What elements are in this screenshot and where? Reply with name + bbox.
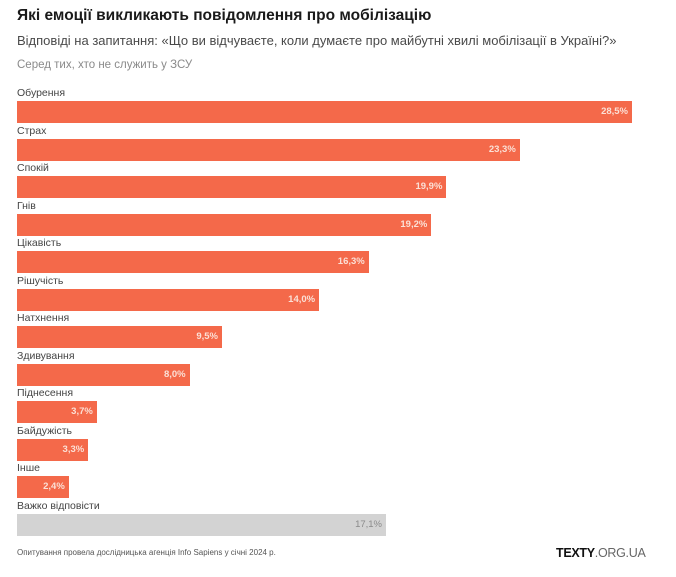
value-label: 17,1% bbox=[355, 518, 382, 530]
bar bbox=[17, 176, 447, 198]
texty-logo[interactable]: TEXTY.ORG.UA bbox=[556, 546, 646, 560]
logo-light-text: .ORG.UA bbox=[594, 546, 646, 560]
logo-bold-text: TEXTY bbox=[556, 546, 595, 560]
bar bbox=[17, 213, 432, 236]
category-label: Спокій bbox=[17, 162, 49, 174]
category-label: Здивування bbox=[17, 349, 75, 362]
value-label: 19,2% bbox=[400, 218, 428, 230]
chart-note: Серед тих, хто не служить у ЗСУ bbox=[17, 59, 193, 71]
value-label: 9,5% bbox=[196, 331, 218, 342]
value-label: 19,9% bbox=[415, 181, 443, 192]
value-label: 16,3% bbox=[337, 256, 365, 267]
value-label: 28,5% bbox=[601, 106, 628, 117]
chart-title: Які емоції викликають повідомлення про м… bbox=[17, 7, 432, 24]
category-label: Інше bbox=[17, 462, 40, 474]
chart-subtitle: Відповіді на запитання: «Що ви відчуваєт… bbox=[17, 33, 617, 48]
value-label: 3,7% bbox=[71, 406, 93, 417]
category-label: Важко відповісти bbox=[17, 499, 100, 512]
category-label: Гнів bbox=[17, 199, 36, 212]
bar bbox=[17, 476, 69, 498]
value-label: 8,0% bbox=[163, 368, 186, 380]
category-label: Піднесення bbox=[17, 387, 74, 399]
bar bbox=[17, 438, 89, 461]
category-label: Натхнення bbox=[17, 312, 70, 324]
bar bbox=[17, 288, 320, 311]
bar bbox=[17, 513, 386, 536]
bar bbox=[17, 326, 222, 348]
category-label: Рішучість bbox=[17, 274, 64, 287]
source-note: Опитування провела дослідницька агенція … bbox=[17, 548, 276, 557]
value-label: 3,3% bbox=[62, 443, 85, 455]
category-label: Страх bbox=[17, 124, 47, 137]
value-label: 23,3% bbox=[488, 143, 516, 155]
bar bbox=[17, 138, 520, 161]
bar bbox=[17, 101, 632, 123]
category-label: Байдужість bbox=[17, 424, 72, 437]
category-label: Обурення bbox=[17, 87, 66, 99]
bar bbox=[17, 251, 369, 273]
category-label: Цікавість bbox=[17, 237, 62, 249]
bar bbox=[17, 401, 97, 423]
bar bbox=[17, 363, 190, 386]
value-label: 2,4% bbox=[43, 481, 65, 492]
value-label: 14,0% bbox=[288, 293, 316, 305]
